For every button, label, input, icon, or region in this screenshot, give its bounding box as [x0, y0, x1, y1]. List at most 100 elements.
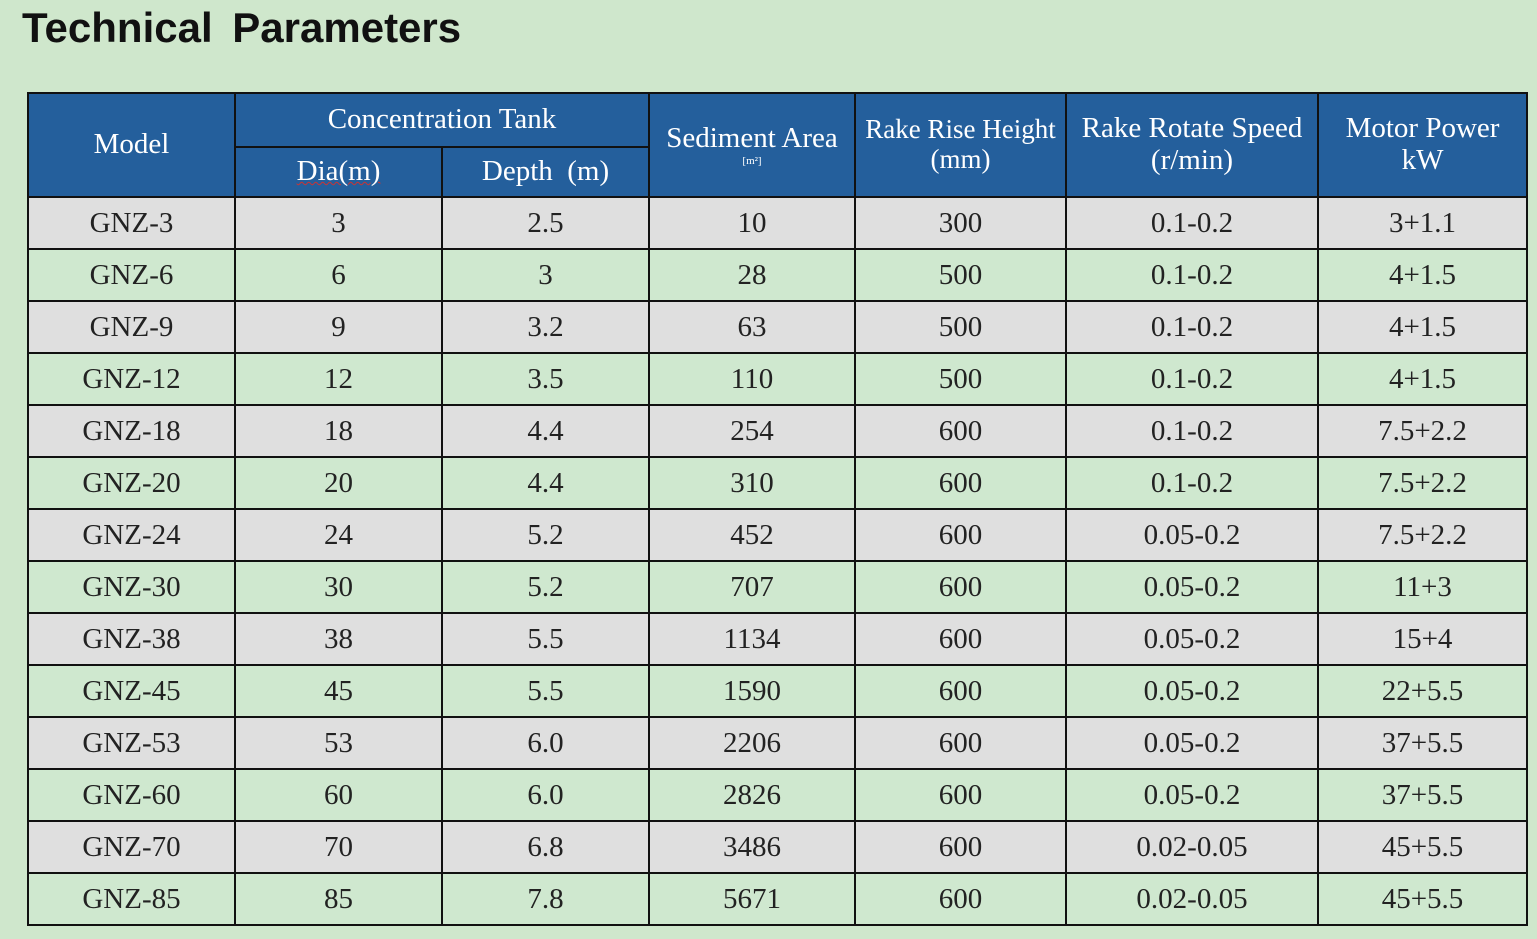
- cell-depth: 5.2: [441, 508, 650, 562]
- table-row: GNZ-6 6 3 28 500 0.1-0.2 4+1.5: [27, 248, 1528, 302]
- cell-sediment-area: 2206: [648, 716, 856, 770]
- cell-model: GNZ-12: [27, 352, 236, 406]
- header-rake-rotate-unit: (r/min): [1150, 144, 1234, 176]
- cell-dia: 9: [234, 300, 443, 354]
- cell-sediment-area: 707: [648, 560, 856, 614]
- cell-depth: 6.0: [441, 716, 650, 770]
- cell-dia: 30: [234, 560, 443, 614]
- table-row: GNZ-20 20 4.4 310 600 0.1-0.2 7.5+2.2: [27, 456, 1528, 510]
- cell-rake-rise-height: 600: [854, 404, 1067, 458]
- cell-depth: 6.8: [441, 820, 650, 874]
- cell-sediment-area: 310: [648, 456, 856, 510]
- cell-rake-rise-height: 600: [854, 612, 1067, 666]
- cell-dia: 3: [234, 196, 443, 250]
- header-concentration-tank: Concentration Tank: [234, 92, 650, 148]
- cell-rake-rotate-speed: 0.1-0.2: [1065, 248, 1319, 302]
- cell-sediment-area: 63: [648, 300, 856, 354]
- cell-model: GNZ-24: [27, 508, 236, 562]
- cell-sediment-area: 2826: [648, 768, 856, 822]
- cell-rake-rotate-speed: 0.05-0.2: [1065, 664, 1319, 718]
- cell-rake-rotate-speed: 0.1-0.2: [1065, 300, 1319, 354]
- cell-sediment-area: 1134: [648, 612, 856, 666]
- header-motor-power: Motor Power kW: [1317, 92, 1528, 198]
- cell-rake-rotate-speed: 0.1-0.2: [1065, 404, 1319, 458]
- cell-model: GNZ-53: [27, 716, 236, 770]
- technical-parameters-table: Model Concentration Tank Sediment Area [m…: [27, 92, 1528, 926]
- cell-rake-rise-height: 600: [854, 768, 1067, 822]
- header-motor-power-unit: kW: [1401, 144, 1444, 176]
- cell-rake-rotate-speed: 0.1-0.2: [1065, 456, 1319, 510]
- cell-dia: 6: [234, 248, 443, 302]
- cell-rake-rise-height: 600: [854, 560, 1067, 614]
- header-motor-power-label: Motor Power: [1345, 112, 1500, 145]
- cell-rake-rotate-speed: 0.05-0.2: [1065, 560, 1319, 614]
- cell-rake-rotate-speed: 0.05-0.2: [1065, 768, 1319, 822]
- cell-rake-rise-height: 600: [854, 508, 1067, 562]
- cell-dia: 38: [234, 612, 443, 666]
- cell-dia: 18: [234, 404, 443, 458]
- cell-sediment-area: 452: [648, 508, 856, 562]
- cell-rake-rise-height: 500: [854, 300, 1067, 354]
- cell-depth: 7.8: [441, 872, 650, 926]
- header-rake-rotate-speed: Rake Rotate Speed (r/min): [1065, 92, 1319, 198]
- cell-dia: 45: [234, 664, 443, 718]
- header-dia: Dia(m): [234, 146, 443, 198]
- cell-model: GNZ-38: [27, 612, 236, 666]
- cell-motor-power: 4+1.5: [1317, 248, 1528, 302]
- cell-rake-rise-height: 600: [854, 872, 1067, 926]
- table-row: GNZ-30 30 5.2 707 600 0.05-0.2 11+3: [27, 560, 1528, 614]
- table-row: GNZ-3 3 2.5 10 300 0.1-0.2 3+1.1: [27, 196, 1528, 250]
- cell-sediment-area: 254: [648, 404, 856, 458]
- cell-motor-power: 37+5.5: [1317, 768, 1528, 822]
- cell-depth: 5.5: [441, 664, 650, 718]
- cell-dia: 53: [234, 716, 443, 770]
- cell-dia: 20: [234, 456, 443, 510]
- table-row: GNZ-18 18 4.4 254 600 0.1-0.2 7.5+2.2: [27, 404, 1528, 458]
- cell-model: GNZ-60: [27, 768, 236, 822]
- cell-motor-power: 45+5.5: [1317, 820, 1528, 874]
- cell-model: GNZ-30: [27, 560, 236, 614]
- cell-rake-rise-height: 300: [854, 196, 1067, 250]
- cell-depth: 3.2: [441, 300, 650, 354]
- cell-dia: 70: [234, 820, 443, 874]
- cell-model: GNZ-85: [27, 872, 236, 926]
- cell-motor-power: 45+5.5: [1317, 872, 1528, 926]
- cell-rake-rise-height: 500: [854, 352, 1067, 406]
- page-title: Technical Parameters: [22, 4, 462, 51]
- header-rake-rotate-label: Rake Rotate Speed: [1081, 112, 1303, 145]
- cell-dia: 85: [234, 872, 443, 926]
- cell-motor-power: 4+1.5: [1317, 300, 1528, 354]
- header-model: Model: [27, 92, 236, 198]
- header-sediment-area-label: Sediment Area: [666, 122, 838, 154]
- header-rake-rise-height: Rake Rise Height (mm): [854, 92, 1067, 198]
- cell-motor-power: 7.5+2.2: [1317, 404, 1528, 458]
- header-rake-rise-label: Rake Rise Height: [865, 114, 1056, 145]
- header-rake-rise-unit: (mm): [930, 144, 991, 174]
- table-row: GNZ-45 45 5.5 1590 600 0.05-0.2 22+5.5: [27, 664, 1528, 718]
- cell-sediment-area: 3486: [648, 820, 856, 874]
- cell-model: GNZ-9: [27, 300, 236, 354]
- cell-model: GNZ-18: [27, 404, 236, 458]
- cell-depth: 5.5: [441, 612, 650, 666]
- cell-depth: 4.4: [441, 456, 650, 510]
- table-row: GNZ-9 9 3.2 63 500 0.1-0.2 4+1.5: [27, 300, 1528, 354]
- table-row: GNZ-70 70 6.8 3486 600 0.02-0.05 45+5.5: [27, 820, 1528, 874]
- cell-model: GNZ-70: [27, 820, 236, 874]
- cell-sediment-area: 10: [648, 196, 856, 250]
- cell-model: GNZ-20: [27, 456, 236, 510]
- cell-motor-power: 4+1.5: [1317, 352, 1528, 406]
- cell-model: GNZ-45: [27, 664, 236, 718]
- cell-rake-rotate-speed: 0.02-0.05: [1065, 872, 1319, 926]
- cell-rake-rotate-speed: 0.05-0.2: [1065, 716, 1319, 770]
- cell-motor-power: 7.5+2.2: [1317, 456, 1528, 510]
- header-subrow: Dia(m) Depth (m): [28, 146, 1527, 198]
- cell-rake-rise-height: 600: [854, 820, 1067, 874]
- cell-rake-rise-height: 600: [854, 716, 1067, 770]
- table-row: GNZ-24 24 5.2 452 600 0.05-0.2 7.5+2.2: [27, 508, 1528, 562]
- cell-motor-power: 3+1.1: [1317, 196, 1528, 250]
- cell-sediment-area: 110: [648, 352, 856, 406]
- cell-depth: 2.5: [441, 196, 650, 250]
- cell-rake-rise-height: 600: [854, 664, 1067, 718]
- cell-motor-power: 37+5.5: [1317, 716, 1528, 770]
- cell-depth: 5.2: [441, 560, 650, 614]
